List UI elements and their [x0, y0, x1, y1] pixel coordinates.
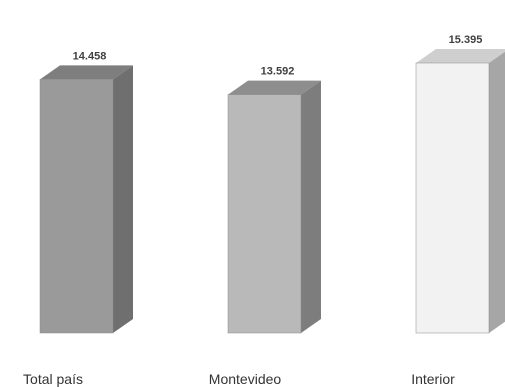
bar-top-face — [416, 49, 505, 63]
bar — [415, 62, 490, 334]
data-label: 15.395 — [449, 34, 483, 46]
bar-side-face — [301, 80, 321, 333]
bar-side-face — [489, 51, 505, 333]
data-label: 14.458 — [73, 50, 107, 62]
bar — [227, 94, 302, 334]
bars-group — [39, 49, 505, 334]
bar-side-face — [113, 65, 133, 333]
labels-group: 14.458 Total país 13.592 Montevideo 15.395 In… — [23, 34, 482, 387]
category-label: Total país — [23, 371, 83, 387]
category-label: Montevideo — [209, 371, 282, 387]
bar-top-face — [228, 80, 321, 95]
data-label: 13.592 — [261, 66, 295, 78]
bar-top-face — [40, 65, 133, 80]
bar — [39, 79, 114, 334]
category-label: Interior — [411, 371, 455, 387]
